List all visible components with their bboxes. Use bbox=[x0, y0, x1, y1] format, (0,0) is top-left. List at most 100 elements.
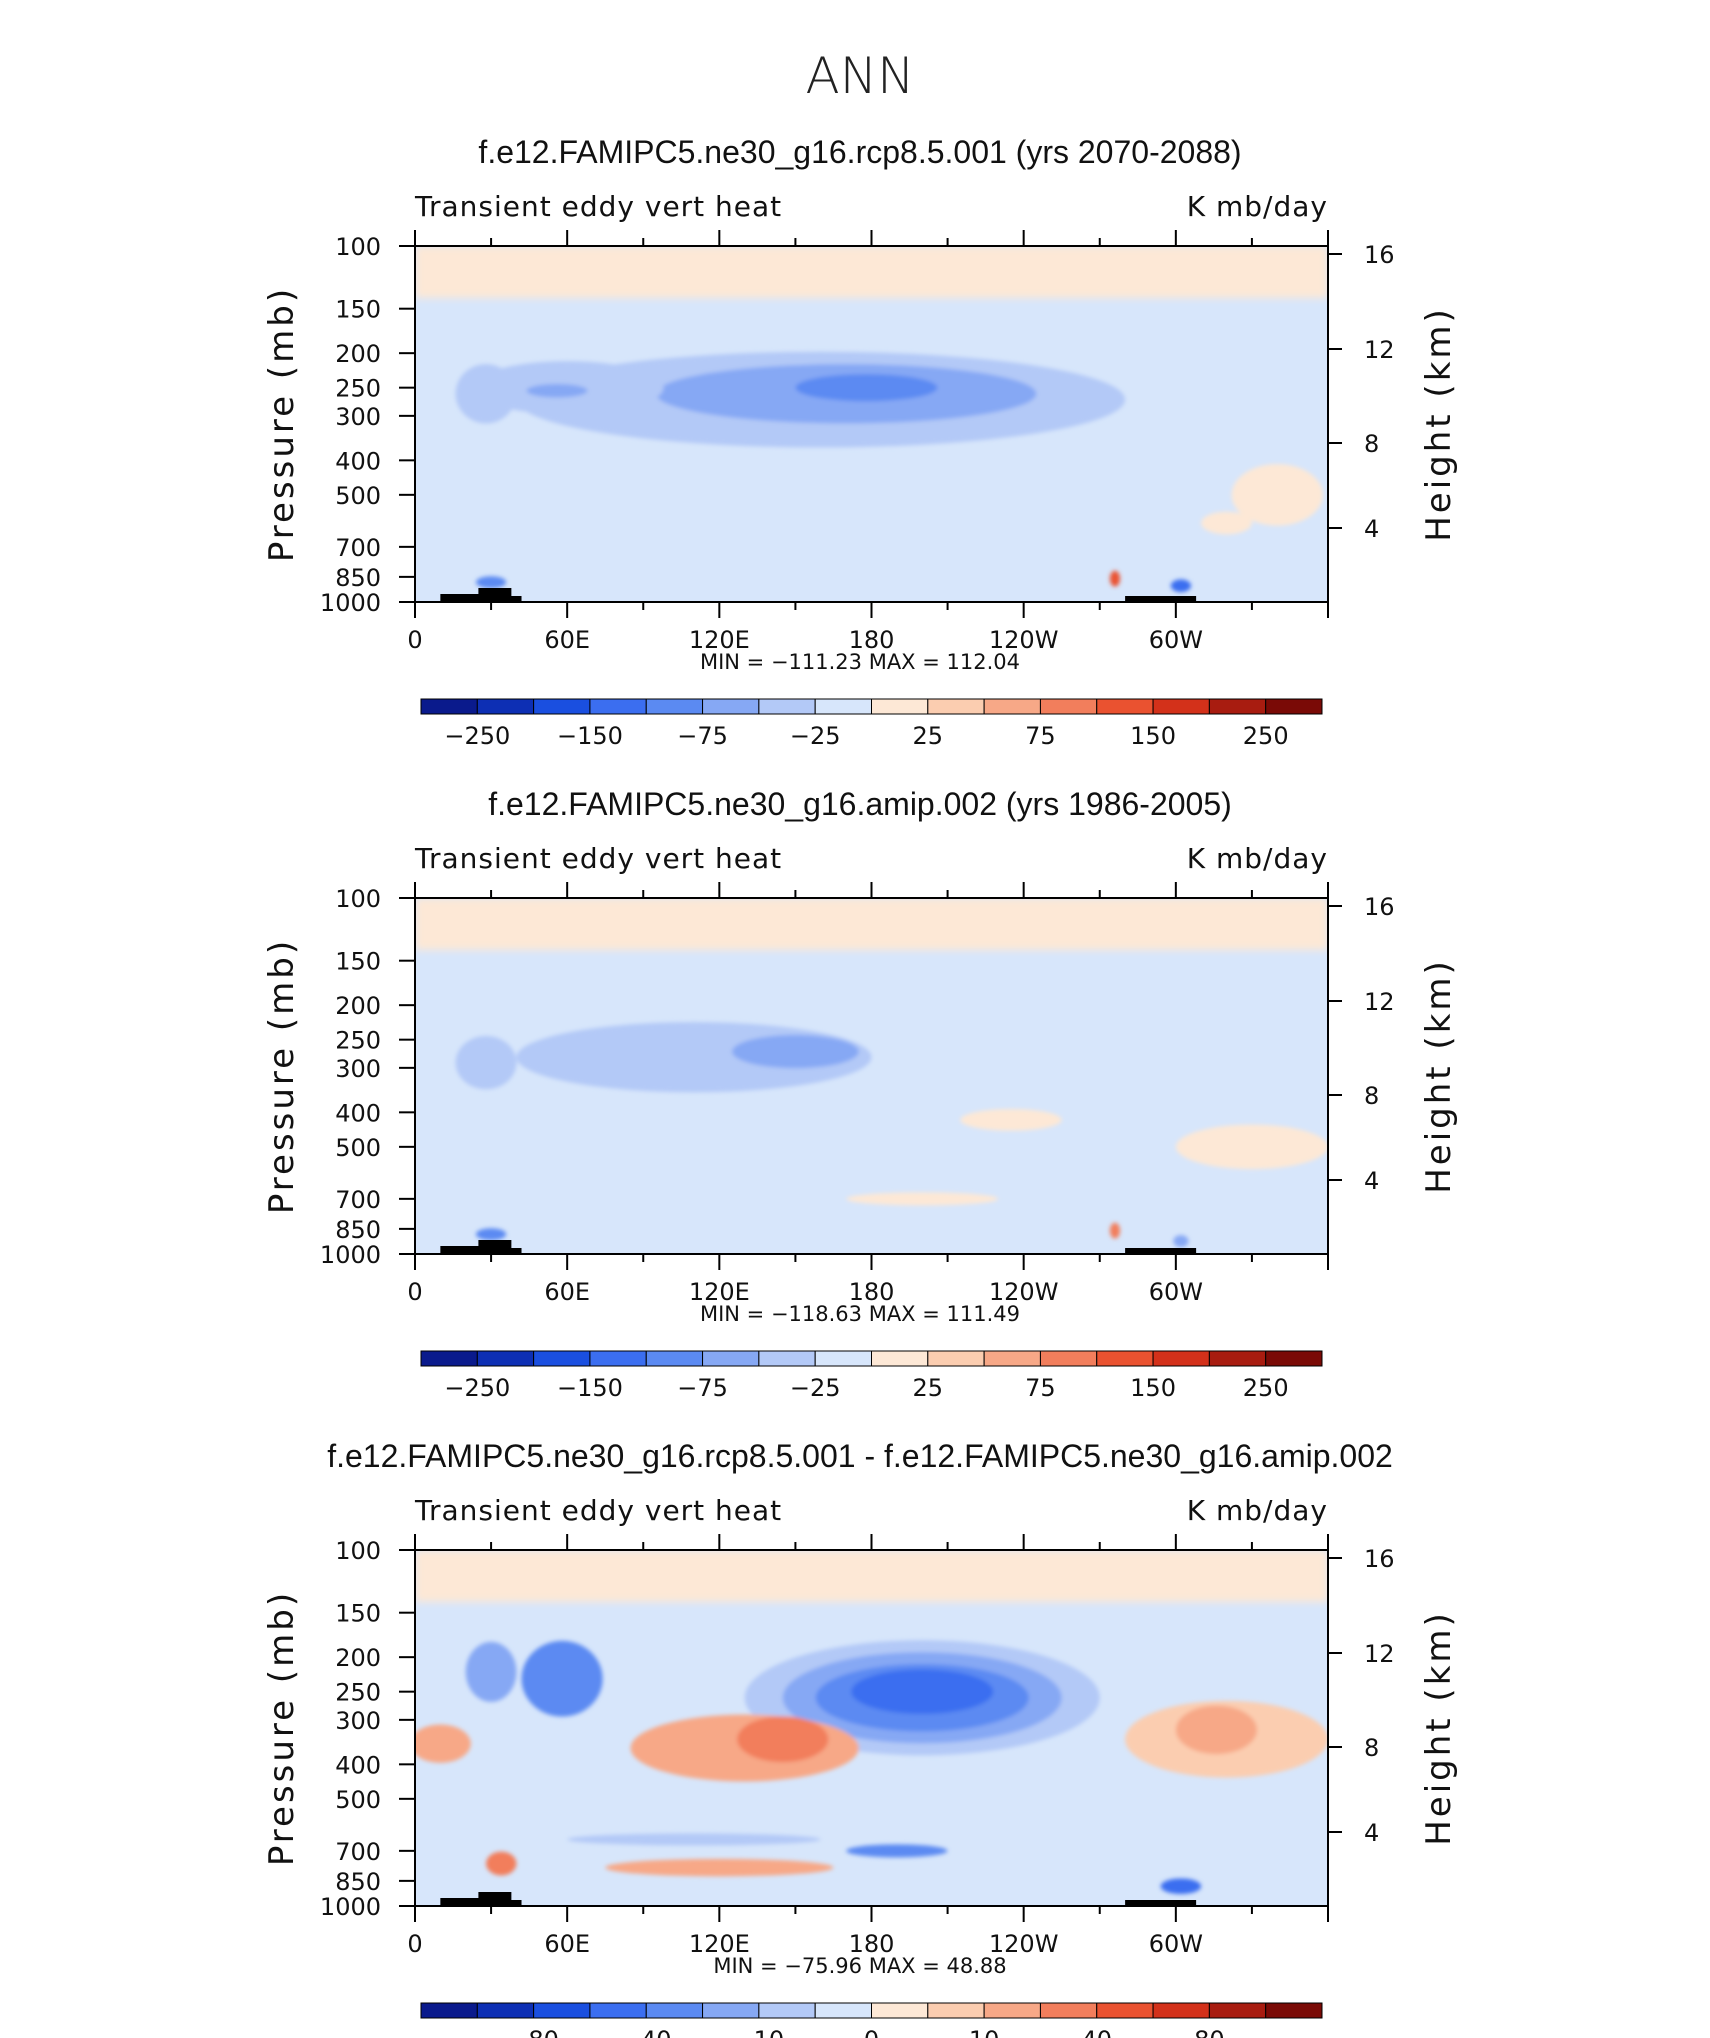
height-tick-label: 12 bbox=[1364, 1640, 1395, 1668]
height-tick-label: 12 bbox=[1364, 988, 1395, 1016]
colorbar-box bbox=[927, 698, 985, 715]
contour-region bbox=[605, 1858, 834, 1877]
min-max-stats: MIN = −118.63 MAX = 111.49 bbox=[700, 1302, 1020, 1326]
height-tick-label: 4 bbox=[1364, 1167, 1379, 1195]
y-axis-title: Pressure (mb) bbox=[262, 1590, 302, 1866]
contour-field bbox=[415, 1550, 1328, 1906]
x-tick-label: 60W bbox=[1149, 1278, 1203, 1306]
colorbar-box bbox=[589, 698, 647, 715]
colorbar-box bbox=[1208, 2002, 1267, 2019]
y-tick-label: 1000 bbox=[320, 589, 381, 617]
contour-region bbox=[521, 1640, 603, 1717]
topography bbox=[440, 1240, 1197, 1254]
contour-region bbox=[455, 364, 517, 424]
colorbar-box bbox=[871, 1350, 929, 1367]
contour-region bbox=[1231, 464, 1323, 526]
colorbar-box bbox=[1096, 2002, 1154, 2019]
units-label: K mb/day bbox=[1187, 842, 1328, 875]
y-tick-label: 250 bbox=[335, 375, 381, 403]
contour-region bbox=[846, 1844, 948, 1858]
x-tick-label: 60E bbox=[544, 626, 590, 654]
contour-region bbox=[1170, 579, 1192, 593]
contour-field bbox=[415, 246, 1328, 602]
colorbar-box bbox=[927, 1350, 985, 1367]
contour-region bbox=[465, 1641, 517, 1702]
height-tick-label: 4 bbox=[1364, 515, 1379, 543]
colorbar-box bbox=[814, 2002, 872, 2019]
colorbar-label: −75 bbox=[677, 722, 728, 750]
x-tick-label: 60E bbox=[544, 1930, 590, 1958]
y-axis-title-right: Height (km) bbox=[1419, 1610, 1459, 1846]
x-tick-label: 0 bbox=[407, 1930, 422, 1958]
colorbar-label: −25 bbox=[790, 722, 841, 750]
contour-region bbox=[455, 1035, 517, 1090]
y-tick-label: 850 bbox=[335, 1868, 381, 1896]
x-tick-label: 180 bbox=[849, 626, 895, 654]
y-axis-title: Pressure (mb) bbox=[262, 286, 302, 562]
contour-region bbox=[475, 1228, 507, 1241]
colorbar-box bbox=[420, 1350, 478, 1367]
colorbar-box bbox=[533, 698, 591, 715]
height-tick-label: 8 bbox=[1364, 1082, 1379, 1110]
y-tick-label: 300 bbox=[335, 1055, 381, 1083]
colorbar-box bbox=[758, 698, 816, 715]
contour-field bbox=[415, 898, 1328, 1254]
colorbar-box bbox=[645, 698, 704, 715]
colorbar-box bbox=[1039, 2002, 1098, 2019]
colorbar-box bbox=[476, 2002, 535, 2019]
contour-region bbox=[846, 1192, 999, 1206]
contour-region bbox=[415, 1724, 471, 1763]
colorbar-box bbox=[1152, 1350, 1210, 1367]
y-tick-label: 100 bbox=[335, 233, 381, 261]
x-tick-label: 0 bbox=[407, 626, 422, 654]
upper-layer bbox=[415, 898, 1328, 951]
colorbar-label: −25 bbox=[790, 1374, 841, 1402]
height-tick-label: 16 bbox=[1364, 893, 1395, 921]
colorbar-box bbox=[1152, 698, 1210, 715]
colorbar-box bbox=[476, 698, 535, 715]
min-max-stats: MIN = −111.23 MAX = 112.04 bbox=[700, 650, 1020, 674]
y-tick-label: 850 bbox=[335, 1216, 381, 1244]
colorbar-label: 0 bbox=[864, 2026, 879, 2038]
colorbar-box bbox=[1096, 1350, 1154, 1367]
x-tick-label: 60W bbox=[1149, 1930, 1203, 1958]
x-tick-label: 120W bbox=[989, 1930, 1059, 1958]
y-axis-title-right: Height (km) bbox=[1419, 306, 1459, 542]
y-tick-label: 1000 bbox=[320, 1893, 381, 1921]
colorbar-box bbox=[758, 2002, 816, 2019]
contour-region bbox=[732, 1034, 859, 1069]
colorbar-box bbox=[814, 1350, 872, 1367]
topography bbox=[440, 1892, 1197, 1906]
contour-region bbox=[475, 576, 507, 589]
colorbar-box bbox=[927, 2002, 985, 2019]
colorbar-label: −150 bbox=[557, 1374, 623, 1402]
colorbar-box bbox=[1265, 1350, 1323, 1367]
colorbar-box bbox=[1096, 698, 1154, 715]
y-tick-label: 100 bbox=[335, 885, 381, 913]
colorbar-box bbox=[645, 2002, 704, 2019]
x-tick-label: 60E bbox=[544, 1278, 590, 1306]
colorbar-box bbox=[420, 2002, 478, 2019]
contour-region bbox=[1201, 511, 1252, 535]
field-label: Transient eddy vert heat bbox=[414, 842, 782, 875]
colorbar-box bbox=[1265, 698, 1323, 715]
colorbar-box bbox=[702, 698, 760, 715]
colorbar-box bbox=[758, 1350, 816, 1367]
y-tick-label: 200 bbox=[335, 992, 381, 1020]
y-tick-label: 300 bbox=[335, 1707, 381, 1735]
y-axis-title-right: Height (km) bbox=[1419, 958, 1459, 1194]
upper-layer bbox=[415, 246, 1328, 299]
contour-region bbox=[960, 1109, 1062, 1131]
contour-region bbox=[795, 374, 938, 402]
panel-title: f.e12.FAMIPC5.ne30_g16.rcp8.5.001 - f.e1… bbox=[327, 1438, 1393, 1474]
colorbar-box bbox=[1039, 1350, 1098, 1367]
colorbar-label: −150 bbox=[557, 722, 623, 750]
panel-title: f.e12.FAMIPC5.ne30_g16.amip.002 (yrs 198… bbox=[488, 786, 1232, 822]
colorbar-box bbox=[476, 1350, 535, 1367]
colorbar-box bbox=[702, 2002, 760, 2019]
colorbar-label: 150 bbox=[1130, 1374, 1176, 1402]
y-axis-title: Pressure (mb) bbox=[262, 938, 302, 1214]
y-tick-label: 400 bbox=[335, 1751, 381, 1779]
x-tick-label: 60W bbox=[1149, 626, 1203, 654]
